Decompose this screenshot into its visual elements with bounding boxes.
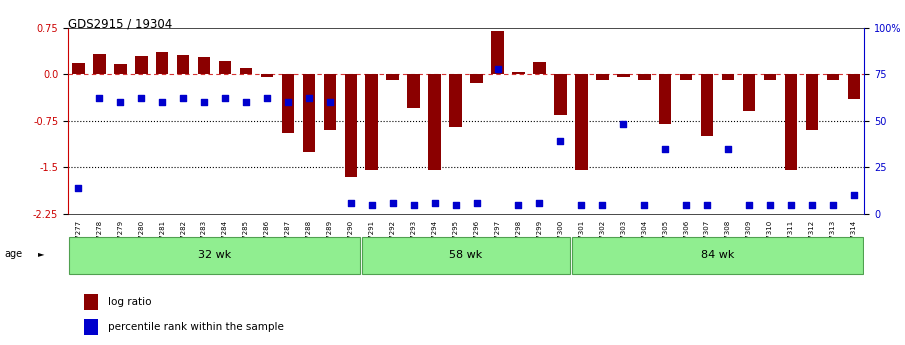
- Point: [155, 99, 169, 105]
- Point: [427, 200, 442, 206]
- Bar: [847, 74, 860, 99]
- Point: [281, 99, 295, 105]
- Point: [784, 202, 798, 207]
- Point: [260, 96, 274, 101]
- Point: [616, 122, 631, 127]
- Point: [448, 202, 462, 207]
- Bar: [93, 54, 106, 74]
- Point: [825, 202, 840, 207]
- Point: [71, 185, 86, 190]
- Point: [239, 99, 253, 105]
- Point: [197, 99, 212, 105]
- Bar: [72, 63, 85, 74]
- Bar: [281, 74, 294, 133]
- Bar: [324, 74, 336, 130]
- Bar: [366, 74, 378, 170]
- Point: [553, 138, 567, 144]
- Bar: [114, 63, 127, 74]
- Point: [637, 202, 652, 207]
- Bar: [764, 74, 776, 80]
- Point: [742, 202, 757, 207]
- Bar: [785, 74, 797, 170]
- Text: 84 wk: 84 wk: [700, 250, 734, 260]
- Bar: [198, 57, 210, 74]
- Bar: [491, 31, 504, 74]
- Point: [134, 96, 148, 101]
- Bar: [680, 74, 692, 80]
- Text: 32 wk: 32 wk: [198, 250, 231, 260]
- Point: [846, 193, 861, 198]
- Bar: [386, 74, 399, 80]
- Bar: [659, 74, 672, 124]
- Bar: [554, 74, 567, 115]
- Bar: [449, 74, 462, 127]
- Bar: [302, 74, 315, 152]
- Text: log ratio: log ratio: [108, 297, 151, 307]
- Bar: [84, 294, 98, 309]
- Point: [322, 99, 337, 105]
- Point: [511, 202, 526, 207]
- Bar: [261, 74, 273, 77]
- Bar: [428, 74, 441, 170]
- Bar: [471, 74, 483, 83]
- Point: [805, 202, 819, 207]
- Bar: [84, 319, 98, 335]
- Point: [763, 202, 777, 207]
- FancyBboxPatch shape: [69, 237, 360, 274]
- Point: [406, 202, 421, 207]
- Point: [679, 202, 693, 207]
- Bar: [638, 74, 651, 80]
- Point: [301, 96, 316, 101]
- Bar: [135, 56, 148, 74]
- Text: 58 wk: 58 wk: [450, 250, 482, 260]
- Point: [386, 200, 400, 206]
- Point: [532, 200, 547, 206]
- Point: [700, 202, 714, 207]
- Bar: [219, 61, 232, 74]
- Bar: [345, 74, 357, 177]
- Point: [365, 202, 379, 207]
- FancyBboxPatch shape: [362, 237, 570, 274]
- Bar: [240, 68, 252, 74]
- Bar: [743, 74, 756, 111]
- Bar: [176, 55, 189, 74]
- Bar: [407, 74, 420, 108]
- Point: [491, 66, 505, 71]
- Point: [113, 99, 128, 105]
- FancyBboxPatch shape: [572, 237, 863, 274]
- Point: [470, 200, 484, 206]
- Bar: [596, 74, 608, 80]
- Bar: [156, 52, 168, 74]
- Bar: [700, 74, 713, 136]
- Point: [92, 96, 107, 101]
- Point: [595, 202, 610, 207]
- Bar: [575, 74, 587, 170]
- Point: [344, 200, 358, 206]
- Bar: [512, 72, 525, 74]
- Bar: [805, 74, 818, 130]
- Point: [658, 146, 672, 151]
- Text: age: age: [5, 249, 23, 258]
- Text: percentile rank within the sample: percentile rank within the sample: [108, 322, 283, 332]
- Bar: [533, 62, 546, 74]
- Text: GDS2915 / 19304: GDS2915 / 19304: [68, 17, 172, 30]
- Point: [218, 96, 233, 101]
- Point: [176, 96, 190, 101]
- Point: [720, 146, 735, 151]
- Bar: [826, 74, 839, 80]
- Bar: [617, 74, 630, 77]
- Point: [574, 202, 588, 207]
- Bar: [722, 74, 734, 80]
- Text: ►: ►: [38, 249, 44, 258]
